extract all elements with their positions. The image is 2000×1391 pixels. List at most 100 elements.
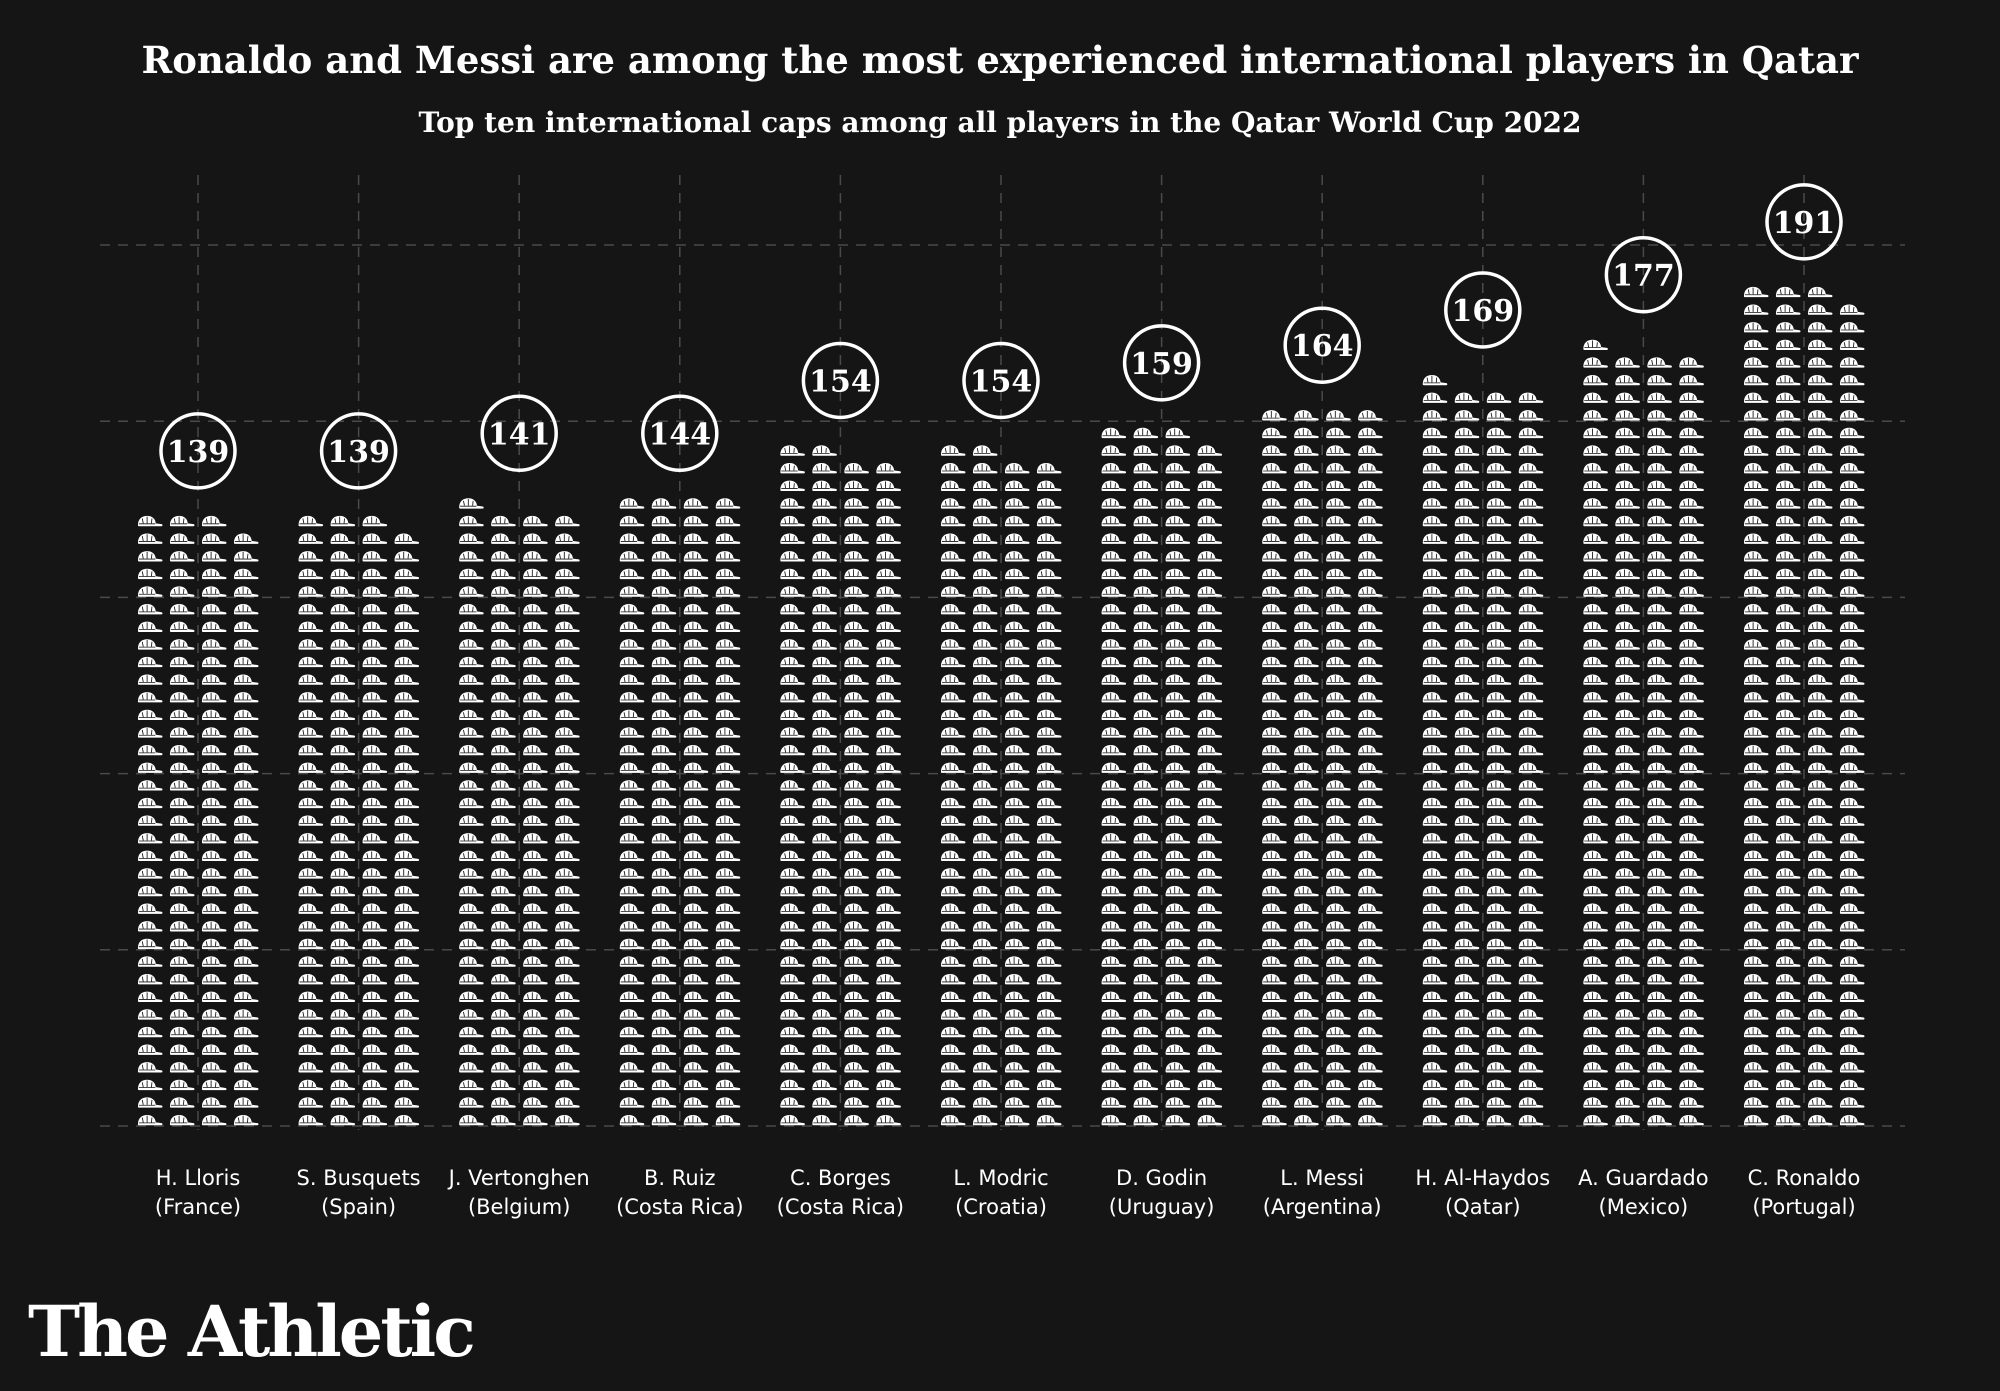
cap-icon — [137, 638, 163, 651]
cap-icon — [1293, 638, 1320, 651]
cap-icon — [1422, 1079, 1448, 1091]
cap-icon — [1261, 903, 1288, 915]
cap-icon — [940, 762, 966, 774]
cap-icon — [1165, 955, 1191, 968]
cap-icon — [1325, 621, 1352, 633]
cap-icon — [619, 991, 645, 1003]
cap-icon — [490, 814, 517, 827]
cap-icon — [1422, 515, 1448, 527]
cap-icon — [1101, 744, 1127, 756]
cap-icon — [1101, 1114, 1127, 1126]
cap-icon — [1807, 885, 1833, 897]
cap-icon — [940, 480, 966, 492]
cap-icon — [1454, 1079, 1480, 1091]
cap-icon — [394, 973, 420, 985]
cap-icon — [1839, 427, 1865, 439]
cap-icon — [715, 938, 741, 950]
cap-icon — [330, 903, 356, 915]
cap-icon — [233, 814, 259, 827]
cap-icon — [1807, 585, 1833, 598]
cap-icon — [1357, 762, 1384, 774]
cap-icon — [1743, 621, 1769, 633]
cap-icon — [779, 674, 806, 686]
cap-icon — [554, 1026, 581, 1038]
cap-icon — [330, 1096, 356, 1109]
cap-icon — [1614, 797, 1641, 809]
cap-icon — [1518, 955, 1544, 968]
cap-icon — [1743, 462, 1769, 474]
cap-icon — [233, 1026, 259, 1038]
cap-icon — [715, 797, 741, 809]
cap-icon — [1197, 973, 1223, 985]
cap-icon — [972, 621, 998, 633]
cap-icon — [1004, 550, 1030, 562]
cap-icon — [1743, 814, 1769, 827]
cap-icon — [651, 1026, 677, 1038]
cap-icon — [1325, 497, 1352, 510]
cap-icon — [1486, 832, 1512, 844]
cap-icon — [1357, 691, 1384, 703]
cap-icon — [1197, 1096, 1223, 1109]
cap-icon — [1197, 867, 1223, 880]
cap-icon — [1036, 674, 1062, 686]
cap-icon — [1165, 1079, 1191, 1091]
cap-icon — [1036, 1061, 1062, 1073]
cap-icon — [1582, 867, 1609, 880]
cap-icon — [169, 903, 195, 915]
cap-icon — [330, 1079, 356, 1091]
cap-icon — [651, 621, 677, 633]
cap-icon — [1614, 621, 1641, 633]
cap-icon — [522, 550, 549, 562]
cap-icon — [875, 1079, 902, 1091]
cap-icon — [1678, 356, 1705, 369]
cap-icon — [298, 1061, 324, 1073]
cap-icon — [1614, 1061, 1641, 1073]
cap-icon — [394, 568, 420, 580]
cap-icon — [1678, 920, 1705, 932]
cap-icon — [779, 603, 806, 615]
cap-icon — [490, 533, 517, 545]
cap-icon — [1197, 621, 1223, 633]
cap-icon — [1486, 991, 1512, 1003]
cap-icon — [490, 1026, 517, 1038]
cap-icon — [233, 1096, 259, 1109]
cap-icon — [362, 938, 388, 950]
cap-icon — [1678, 497, 1705, 510]
cap-icon — [1614, 938, 1641, 950]
cap-icon — [1454, 955, 1480, 968]
cap-icon — [1486, 691, 1512, 703]
cap-icon — [1839, 744, 1865, 756]
cap-icon — [1614, 885, 1641, 897]
cap-icon — [940, 621, 966, 633]
cap-icon — [1486, 568, 1512, 580]
cap-icon — [811, 920, 838, 932]
x-tick-label-country: (Argentina) — [1263, 1195, 1382, 1219]
cap-icon — [1357, 938, 1384, 950]
cap-icon — [1357, 1026, 1384, 1038]
cap-icon — [1646, 585, 1673, 598]
cap-icon — [1293, 744, 1320, 756]
cap-icon — [1165, 1026, 1191, 1038]
cap-icon — [683, 585, 709, 598]
cap-icon — [811, 973, 838, 985]
cap-icon — [201, 1044, 227, 1056]
cap-icon — [330, 1114, 356, 1126]
cap-icon — [1839, 814, 1865, 827]
cap-icon — [1133, 621, 1159, 633]
cap-icon — [1775, 814, 1801, 827]
cap-icon — [1807, 779, 1833, 791]
cap-icon — [972, 497, 998, 510]
cap-icon — [875, 585, 902, 598]
cap-icon — [1614, 497, 1641, 510]
cap-icon — [1678, 1114, 1705, 1126]
cap-icon — [1004, 920, 1030, 932]
cap-icon — [458, 533, 485, 545]
cap-icon — [1775, 462, 1801, 474]
cap-icon — [843, 550, 870, 562]
cap-icon — [972, 832, 998, 844]
cap-icon — [362, 744, 388, 756]
cap-icon — [1197, 1044, 1223, 1056]
cap-icon — [554, 726, 581, 739]
cap-icon — [1743, 533, 1769, 545]
cap-icon — [201, 621, 227, 633]
